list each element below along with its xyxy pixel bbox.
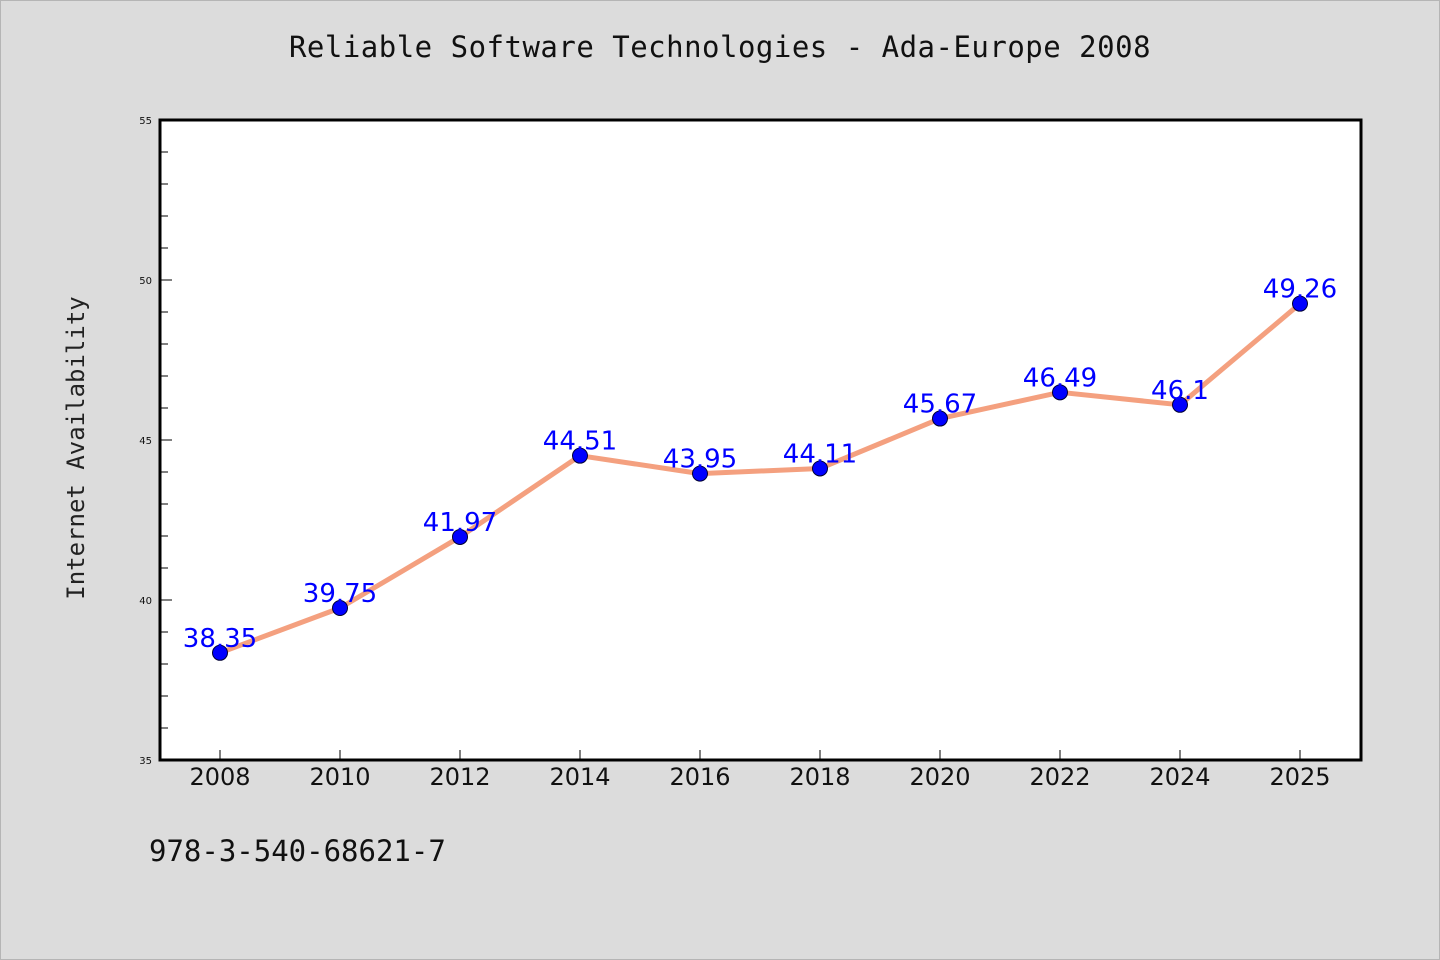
- x-tick-label: 2018: [789, 763, 850, 791]
- x-tick-label: 2022: [1029, 763, 1090, 791]
- y-tick-label: 55: [139, 116, 152, 127]
- data-point: [212, 644, 228, 661]
- y-tick-label: 45: [139, 436, 152, 447]
- x-tick-label: 2010: [309, 763, 370, 791]
- x-tick-label: 2025: [1269, 763, 1330, 791]
- y-tick-label: 40: [139, 596, 152, 607]
- x-tick-label: 2012: [429, 763, 490, 791]
- data-point: [332, 600, 348, 616]
- data-point: [1172, 396, 1188, 413]
- y-tick-label: 50: [139, 276, 152, 287]
- x-axis-ticks: 2008 2010 2012 2014 2016 2018 2020 2022 2024 2025: [189, 750, 1331, 791]
- data-points: [212, 295, 1308, 661]
- x-tick-label: 2024: [1149, 763, 1210, 791]
- data-label: 39.75: [303, 579, 377, 609]
- plot-frame: [158, 118, 1363, 762]
- data-point: [1052, 384, 1068, 401]
- x-tick-label: 2020: [909, 763, 970, 791]
- data-point: [692, 465, 708, 482]
- chart-title: Reliable Software Technologies - Ada-Eur…: [288, 30, 1152, 64]
- data-point: [812, 460, 828, 477]
- x-tick-label: 2014: [549, 763, 610, 791]
- data-label: 49.26: [1263, 275, 1337, 305]
- data-label: 38.35: [183, 624, 257, 654]
- data-label: 44.51: [543, 427, 617, 457]
- data-label: 41.97: [423, 508, 497, 538]
- data-label: 44.11: [783, 439, 857, 469]
- data-labels: 38.35 39.75 41.97 44.51 43.95 44.11 45.67 46.49…: [183, 275, 1337, 654]
- data-point: [1292, 295, 1308, 312]
- data-label: 43.95: [663, 445, 737, 475]
- data-label: 45.67: [903, 390, 977, 420]
- data-label: 46.49: [1023, 363, 1097, 393]
- data-label: 46.1: [1151, 376, 1209, 406]
- data-point: [572, 447, 588, 464]
- data-point: [452, 528, 468, 545]
- x-tick-label: 2016: [669, 763, 730, 791]
- series-line: [217, 301, 1303, 656]
- x-tick-label: 2008: [189, 763, 250, 791]
- plot-area: [160, 120, 1361, 760]
- data-point: [932, 410, 948, 427]
- isbn-text: 978-3-540-68621-7: [149, 834, 446, 868]
- y-tick-label: 35: [139, 756, 152, 767]
